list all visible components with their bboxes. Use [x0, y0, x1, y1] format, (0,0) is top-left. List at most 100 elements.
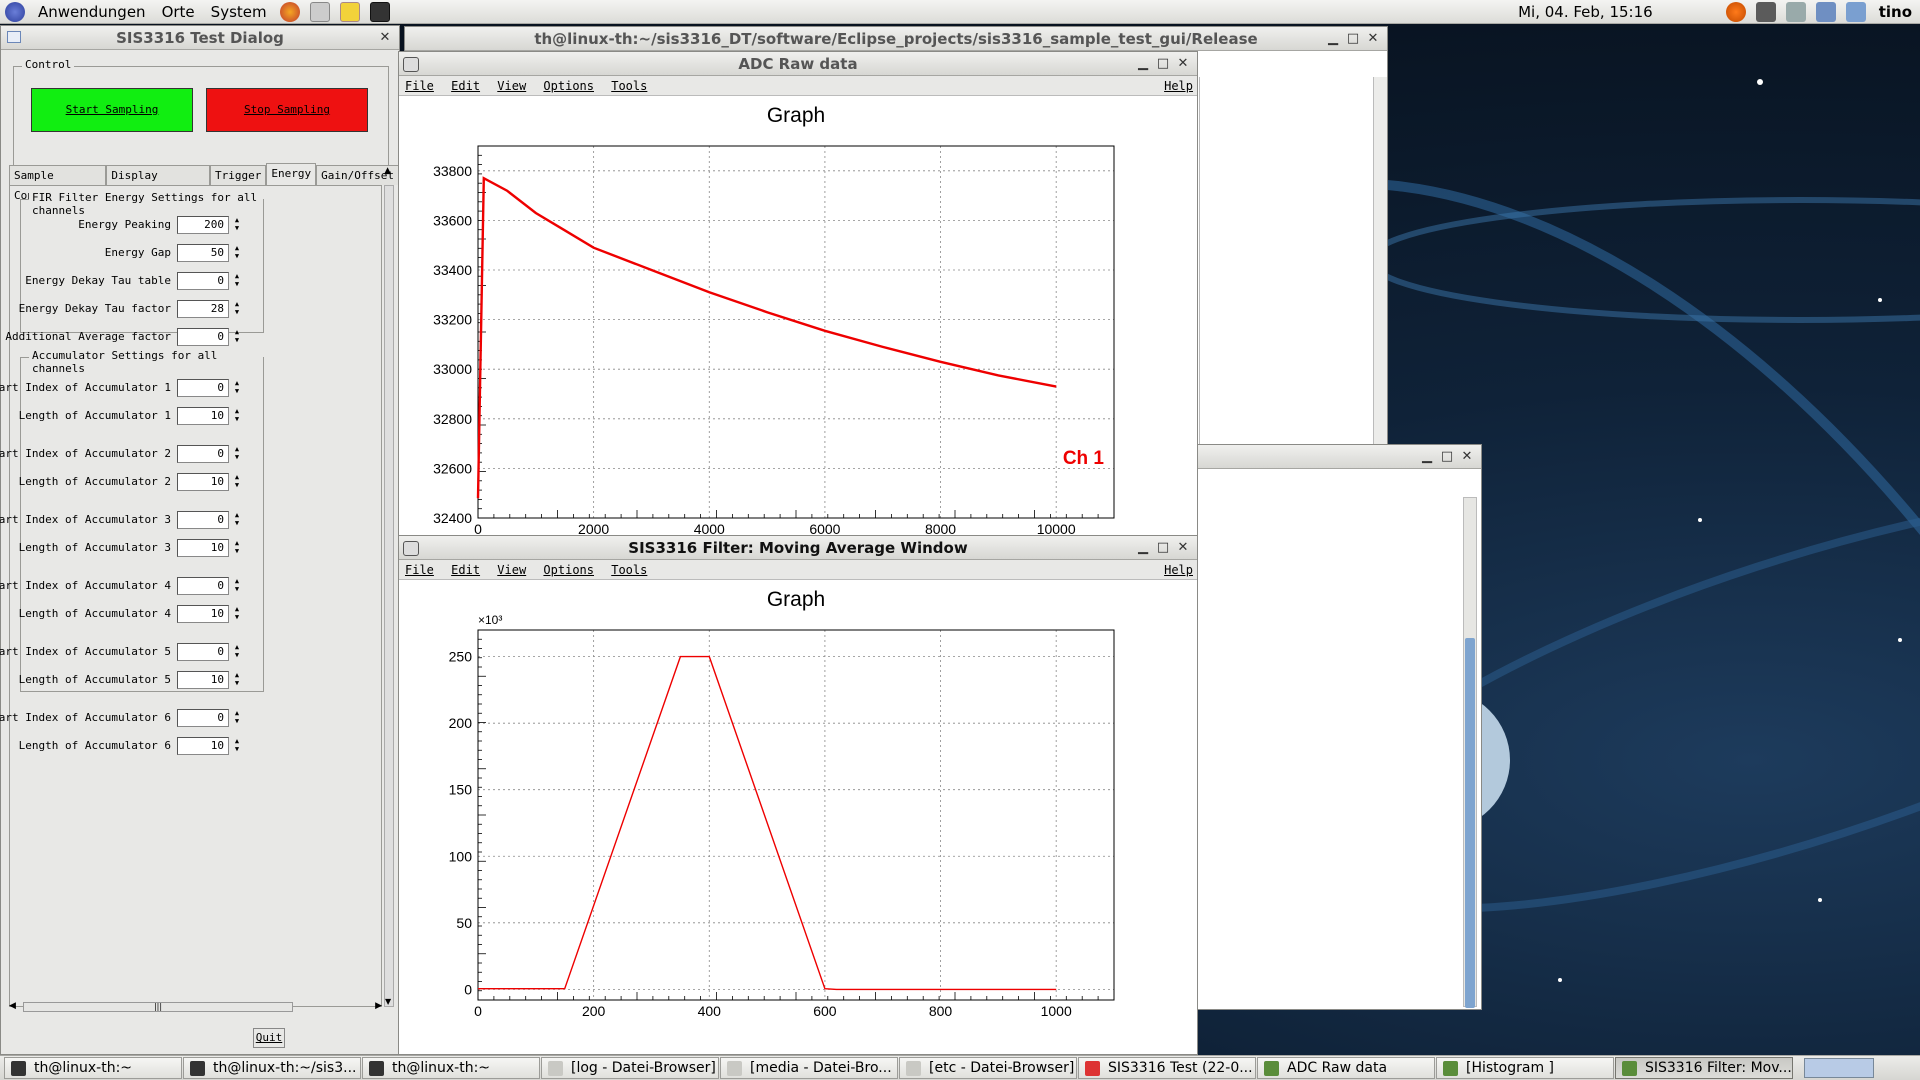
spinner-arrows-icon[interactable]: ▲ ▼: [234, 445, 240, 461]
ma-canvas[interactable]: Graph 0 200 400 600 800 1000 0 50 100 150 200 250 ×10…: [399, 580, 1197, 1054]
number-field[interactable]: 0: [177, 328, 229, 346]
places-menu[interactable]: Orte: [161, 2, 195, 21]
histogram-window[interactable]: ▁ □ ✕: [1194, 444, 1482, 1010]
menu-help[interactable]: Help: [1164, 563, 1193, 577]
minimize-icon[interactable]: ▁: [1138, 56, 1148, 71]
maximize-icon[interactable]: □: [1440, 449, 1454, 464]
taskbar-button[interactable]: SIS3316 Test (22-0...: [1078, 1057, 1256, 1079]
terminal-body[interactable]: [1199, 77, 1389, 511]
moving-average-window[interactable]: SIS3316 Filter: Moving Average Window ▁ …: [398, 535, 1198, 1055]
network-icon[interactable]: [309, 1, 330, 22]
menu-edit[interactable]: Edit: [451, 563, 481, 577]
number-field[interactable]: 0: [177, 511, 229, 529]
dialog-titlebar[interactable]: SIS3316 Test Dialog ✕: [1, 26, 399, 50]
number-field[interactable]: 0: [177, 577, 229, 595]
close-icon[interactable]: ✕: [1367, 31, 1379, 46]
number-field[interactable]: 10: [177, 539, 229, 557]
tab-display-control[interactable]: Display Control: [106, 165, 211, 202]
menu-edit[interactable]: Edit: [451, 79, 481, 93]
adc-titlebar[interactable]: ADC Raw data ▁ □ ✕: [399, 52, 1197, 76]
number-field[interactable]: 10: [177, 407, 229, 425]
maximize-icon[interactable]: □: [1156, 56, 1170, 71]
spinner-arrows-icon[interactable]: ▲ ▼: [234, 539, 240, 555]
test-dialog-window[interactable]: SIS3316 Test Dialog ✕ Control Start Samp…: [0, 25, 400, 1055]
ma-titlebar[interactable]: SIS3316 Filter: Moving Average Window ▁ …: [399, 536, 1197, 560]
quit-button[interactable]: Quit: [253, 1028, 285, 1048]
terminal-scrollbar[interactable]: [1373, 77, 1387, 487]
number-field[interactable]: 10: [177, 473, 229, 491]
menu-options[interactable]: Options: [543, 79, 594, 93]
taskbar-button[interactable]: th@linux-th:~: [362, 1057, 540, 1079]
network-status-icon[interactable]: [1815, 2, 1836, 22]
number-field[interactable]: 0: [177, 445, 229, 463]
adc-canvas[interactable]: Graph 0 2000 4000 6000 8000 10000 32400 32600 328…: [399, 96, 1197, 540]
number-field[interactable]: 10: [177, 605, 229, 623]
stop-sampling-button[interactable]: Stop Sampling: [206, 88, 368, 132]
spinner-arrows-icon[interactable]: ▲ ▼: [234, 709, 240, 725]
histogram-titlebar[interactable]: ▁ □ ✕: [1195, 445, 1481, 469]
scroll-down-icon[interactable]: ▼: [385, 997, 392, 1006]
terminal-launcher-icon[interactable]: [369, 1, 390, 22]
number-field[interactable]: 10: [177, 671, 229, 689]
maximize-icon[interactable]: □: [1156, 540, 1170, 555]
scroll-right-icon[interactable]: ▶: [375, 1001, 382, 1011]
taskbar-button[interactable]: ADC Raw data: [1257, 1057, 1435, 1079]
spinner-arrows-icon[interactable]: ▲ ▼: [234, 577, 240, 593]
scroll-left-icon[interactable]: ◀: [9, 1001, 16, 1011]
panel-vertical-scrollbar[interactable]: ▼: [384, 185, 394, 1007]
volume-icon[interactable]: [1785, 2, 1806, 22]
update-notifier-icon[interactable]: [1725, 2, 1746, 22]
close-icon[interactable]: ✕: [379, 30, 391, 45]
menu-view[interactable]: View: [497, 79, 527, 93]
taskbar-button[interactable]: [etc - Datei-Browser]: [899, 1057, 1077, 1079]
tab-gain-offset[interactable]: Gain/Offset: [316, 165, 399, 185]
start-sampling-button[interactable]: Start Sampling: [31, 88, 193, 132]
scrollbar-thumb[interactable]: |||: [23, 1002, 293, 1012]
spinner-arrows-icon[interactable]: ▲ ▼: [234, 407, 240, 423]
taskbar-button[interactable]: th@linux-th:~: [4, 1057, 182, 1079]
spinner-arrows-icon[interactable]: ▲ ▼: [234, 328, 240, 344]
close-icon[interactable]: ✕: [1461, 449, 1473, 464]
workspace-switcher[interactable]: [1804, 1058, 1874, 1078]
tab-scroll-up-icon[interactable]: ▲: [384, 166, 391, 176]
taskbar-button[interactable]: [log - Datei-Browser]: [541, 1057, 719, 1079]
system-menu[interactable]: System: [210, 2, 267, 21]
menu-options[interactable]: Options: [543, 563, 594, 577]
tab-energy[interactable]: Energy: [266, 163, 317, 185]
number-field[interactable]: 50: [177, 244, 229, 262]
terminal-titlebar[interactable]: th@linux-th:~/sis3316_DT/software/Eclips…: [405, 27, 1387, 51]
menu-tools[interactable]: Tools: [611, 563, 648, 577]
taskbar-button[interactable]: th@linux-th:~/sis3...: [183, 1057, 361, 1079]
histogram-scrollbar[interactable]: [1463, 497, 1477, 1008]
tab-sample-control[interactable]: Sample Control: [9, 165, 107, 202]
distro-logo-icon[interactable]: [5, 1, 25, 22]
spinner-arrows-icon[interactable]: ▲ ▼: [234, 272, 240, 288]
menu-tools[interactable]: Tools: [611, 79, 648, 93]
menu-file[interactable]: File: [405, 79, 434, 93]
taskbar-button[interactable]: [media - Datei-Bro...: [720, 1057, 898, 1079]
taskbar-button[interactable]: SIS3316 Filter: Mov...: [1615, 1057, 1793, 1079]
menu-view[interactable]: View: [497, 563, 527, 577]
close-icon[interactable]: ✕: [1177, 540, 1189, 555]
clock[interactable]: Mi, 04. Feb, 15:16: [1518, 3, 1653, 21]
minimize-icon[interactable]: ▁: [1422, 449, 1432, 464]
notes-icon[interactable]: [339, 1, 360, 22]
minimize-icon[interactable]: ▁: [1328, 31, 1338, 46]
number-field[interactable]: 10: [177, 737, 229, 755]
number-field[interactable]: 0: [177, 643, 229, 661]
spinner-arrows-icon[interactable]: ▲ ▼: [234, 473, 240, 489]
window-menu-icon[interactable]: [7, 31, 21, 43]
close-icon[interactable]: ✕: [1177, 56, 1189, 71]
number-field[interactable]: 0: [177, 709, 229, 727]
spinner-arrows-icon[interactable]: ▲ ▼: [234, 511, 240, 527]
spinner-arrows-icon[interactable]: ▲ ▼: [234, 643, 240, 659]
battery-icon[interactable]: [1845, 2, 1866, 22]
display-icon[interactable]: [1755, 2, 1776, 22]
scrollbar-thumb[interactable]: [1465, 638, 1475, 1008]
spinner-arrows-icon[interactable]: ▲ ▼: [234, 300, 240, 316]
menu-help[interactable]: Help: [1164, 79, 1193, 93]
tab-trigger[interactable]: Trigger: [210, 165, 267, 185]
firefox-icon[interactable]: [279, 1, 300, 22]
applications-menu[interactable]: Anwendungen: [38, 2, 146, 21]
spinner-arrows-icon[interactable]: ▲ ▼: [234, 216, 240, 232]
